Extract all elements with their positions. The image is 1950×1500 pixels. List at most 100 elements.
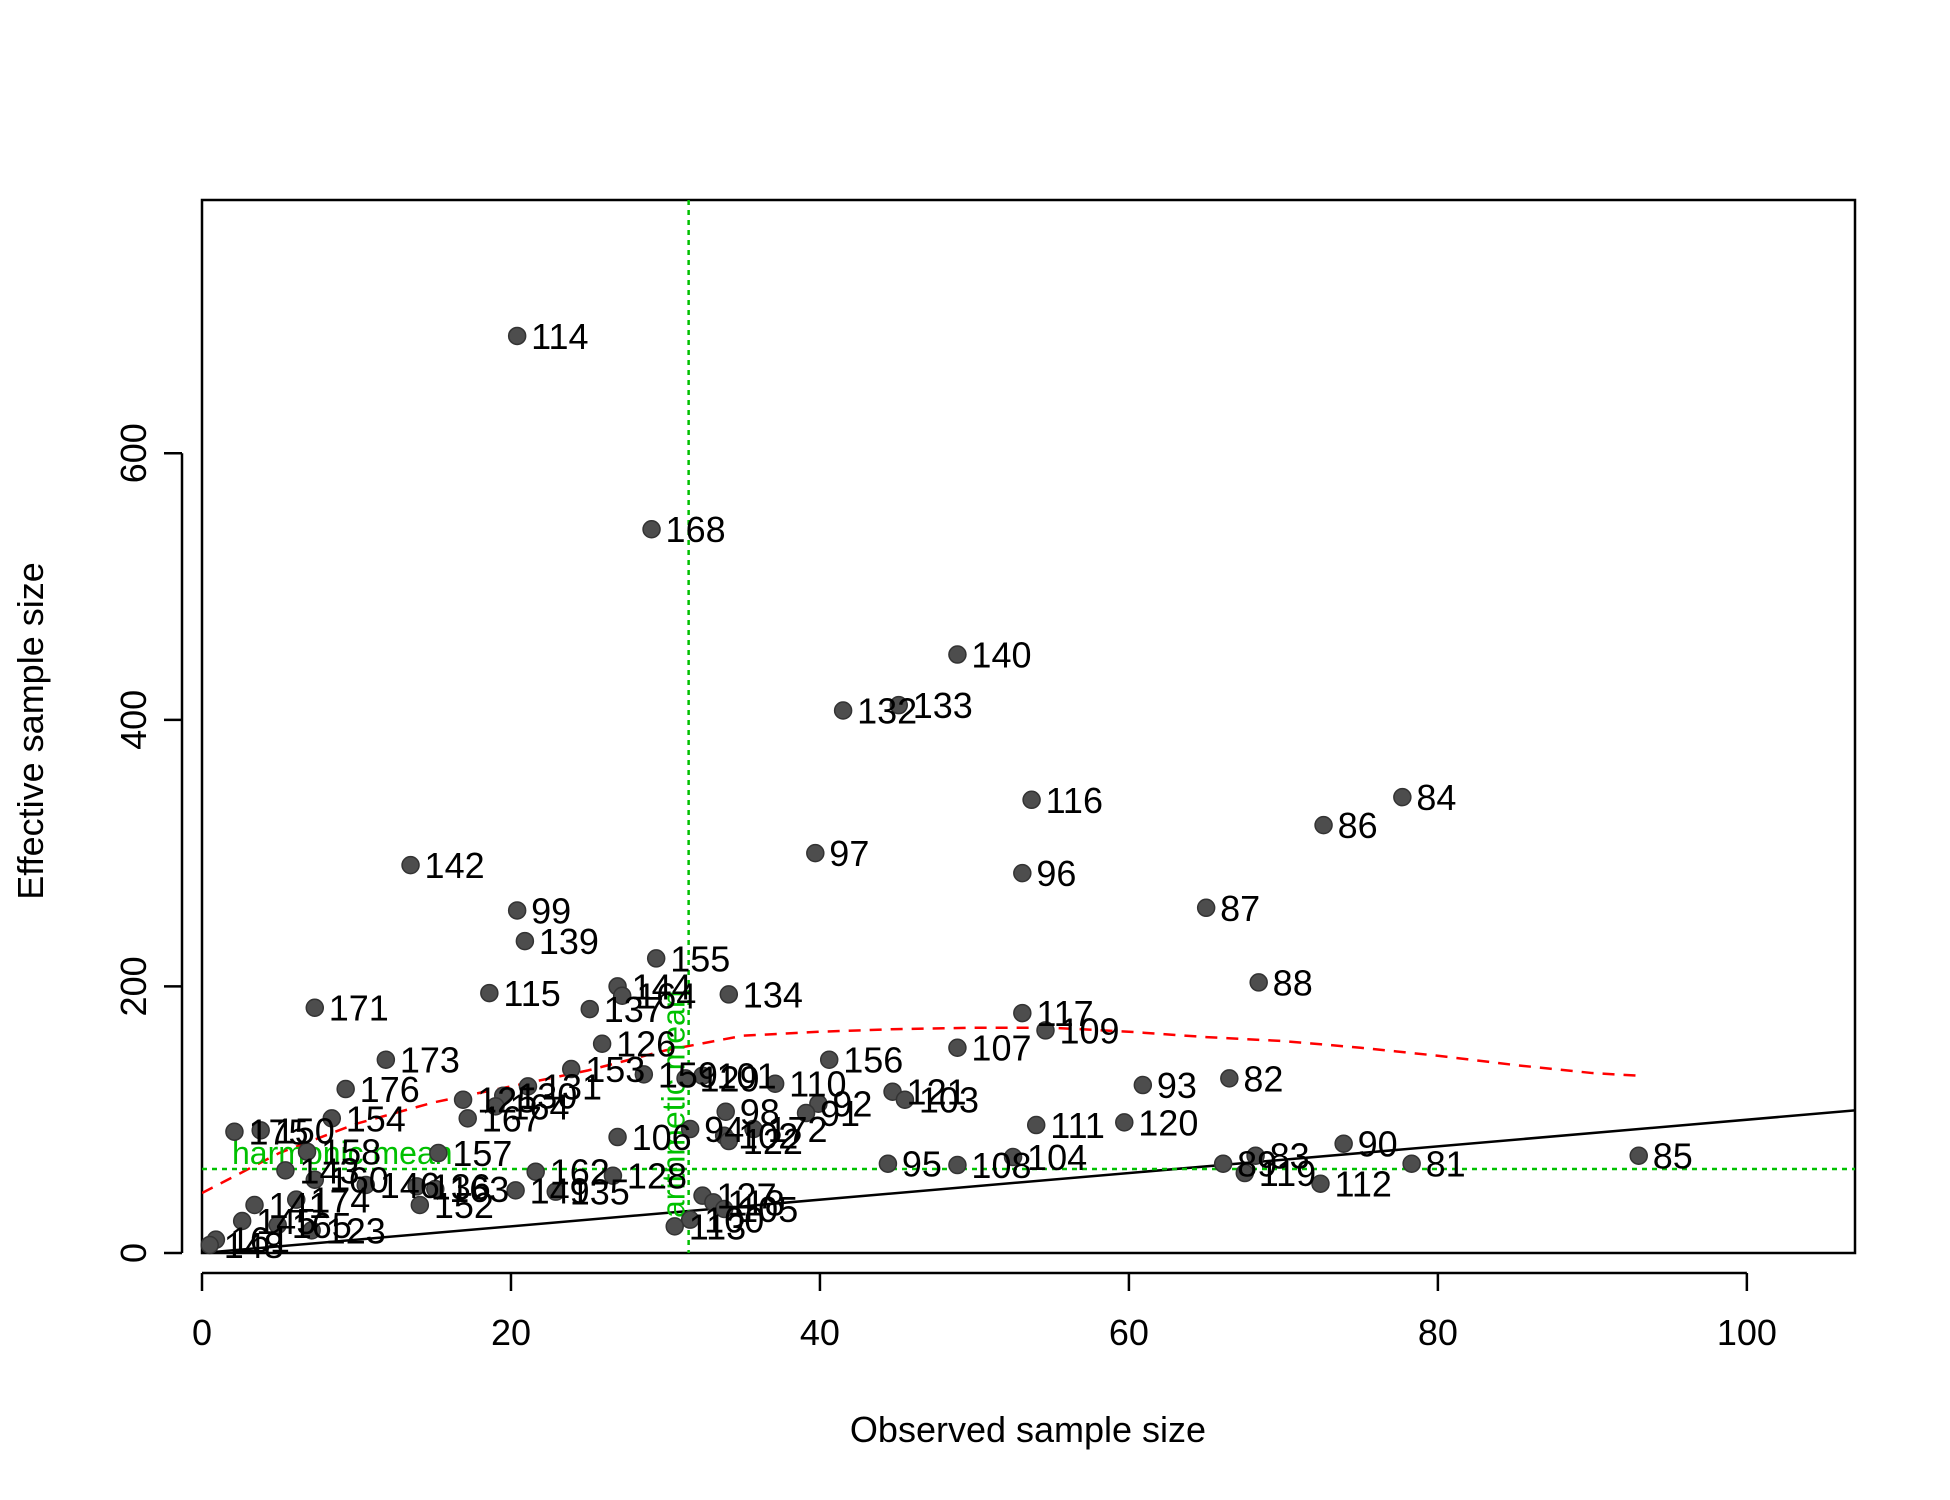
y-tick-label: 0 bbox=[113, 1243, 154, 1263]
data-point bbox=[719, 985, 739, 1004]
point-label: 127 bbox=[717, 1176, 777, 1217]
point-label: 111 bbox=[1050, 1105, 1105, 1146]
data-point bbox=[401, 855, 420, 875]
data-point bbox=[603, 1166, 623, 1185]
data-point bbox=[407, 1177, 426, 1196]
data-point bbox=[486, 1097, 505, 1116]
point-label: 101 bbox=[717, 1056, 777, 1097]
data-point bbox=[1235, 1163, 1255, 1183]
data-point bbox=[305, 998, 325, 1017]
point-label: 158 bbox=[321, 1132, 381, 1173]
data-point bbox=[429, 1143, 448, 1163]
point-label: 161 bbox=[230, 1220, 290, 1261]
point-label: 109 bbox=[1059, 1010, 1119, 1051]
data-point bbox=[889, 695, 908, 715]
data-point bbox=[526, 1162, 545, 1181]
data-point bbox=[806, 843, 825, 863]
axes: 0 20 40 60 80 100 0 200 400 600 bbox=[113, 198, 1857, 1353]
point-label: 135 bbox=[570, 1172, 630, 1213]
point-label: 89 bbox=[1237, 1144, 1277, 1185]
data-point bbox=[251, 1121, 270, 1140]
data-point bbox=[833, 701, 853, 720]
point-label: 162 bbox=[550, 1152, 610, 1193]
data-point bbox=[453, 1090, 473, 1109]
point-label: 140 bbox=[971, 635, 1031, 676]
data-point bbox=[580, 999, 600, 1019]
point-label: 81 bbox=[1426, 1144, 1466, 1185]
data-point bbox=[714, 1199, 734, 1219]
point-label: 95 bbox=[902, 1144, 942, 1185]
data-point bbox=[646, 949, 666, 968]
point-label: 141 bbox=[269, 1185, 329, 1226]
point-label: 116 bbox=[1046, 780, 1103, 821]
point-label: 125 bbox=[477, 1080, 537, 1121]
data-point bbox=[1246, 1146, 1265, 1165]
data-point bbox=[819, 1050, 839, 1069]
point-label: 172 bbox=[768, 1109, 828, 1150]
point-label: 108 bbox=[971, 1145, 1031, 1186]
x-tick-label: 80 bbox=[1418, 1312, 1458, 1353]
point-label: 119 bbox=[1259, 1153, 1316, 1194]
data-point bbox=[1003, 1147, 1023, 1167]
point-label: 98 bbox=[740, 1092, 780, 1133]
point-label: 175 bbox=[248, 1112, 308, 1153]
point-label: 118 bbox=[727, 1182, 784, 1223]
point-label: 107 bbox=[971, 1028, 1031, 1069]
data-point bbox=[200, 1235, 219, 1255]
point-label: 130 bbox=[517, 1076, 577, 1117]
data-point bbox=[426, 1179, 445, 1199]
data-point bbox=[719, 1131, 739, 1151]
point-label: 152 bbox=[434, 1185, 494, 1226]
data-point bbox=[305, 1170, 325, 1189]
point-label: 82 bbox=[1243, 1058, 1283, 1099]
data-points bbox=[200, 326, 1648, 1255]
point-label: 115 bbox=[503, 973, 560, 1014]
point-label: 112 bbox=[1334, 1164, 1391, 1205]
point-label: 85 bbox=[1653, 1136, 1693, 1177]
point-label: 120 bbox=[1138, 1102, 1198, 1143]
data-point bbox=[693, 1066, 712, 1085]
point-label: 176 bbox=[360, 1069, 420, 1110]
x-tick-label: 0 bbox=[192, 1312, 212, 1353]
data-point bbox=[1393, 787, 1412, 807]
point-label: 97 bbox=[829, 833, 869, 874]
data-point bbox=[1314, 815, 1333, 835]
point-label: 91 bbox=[820, 1093, 860, 1134]
data-point bbox=[245, 1195, 264, 1215]
data-point bbox=[1196, 898, 1216, 918]
point-label: 87 bbox=[1220, 888, 1260, 929]
data-point bbox=[1213, 1154, 1233, 1173]
data-point bbox=[336, 1079, 355, 1099]
point-label: 153 bbox=[585, 1049, 645, 1090]
point-label: 92 bbox=[832, 1084, 872, 1125]
point-label: 155 bbox=[670, 938, 730, 979]
point-label: 157 bbox=[452, 1133, 512, 1174]
data-point bbox=[765, 1074, 785, 1093]
data-point bbox=[665, 1217, 684, 1236]
data-point bbox=[592, 1034, 612, 1053]
point-label: 86 bbox=[1338, 805, 1378, 846]
data-point bbox=[1249, 973, 1268, 992]
harmonic-mean-label: harmonic mean bbox=[232, 1135, 453, 1171]
x-tick-label: 40 bbox=[800, 1312, 840, 1353]
point-label: 94 bbox=[704, 1109, 744, 1150]
point-label: 105 bbox=[738, 1189, 798, 1230]
data-point bbox=[225, 1122, 244, 1141]
x-tick-label: 20 bbox=[491, 1312, 531, 1353]
data-point bbox=[809, 1094, 828, 1113]
data-point bbox=[546, 1182, 566, 1201]
point-label: 168 bbox=[666, 509, 726, 550]
data-point bbox=[796, 1103, 816, 1123]
data-point bbox=[561, 1059, 581, 1079]
data-point bbox=[1629, 1146, 1648, 1165]
data-point bbox=[515, 931, 535, 951]
point-label: 139 bbox=[539, 921, 599, 962]
y-axis-title: Effective sample size bbox=[10, 562, 51, 899]
point-label: 174 bbox=[310, 1180, 370, 1221]
data-point bbox=[1334, 1134, 1353, 1153]
data-point bbox=[878, 1154, 898, 1173]
data-point bbox=[895, 1090, 915, 1109]
point-label: 128 bbox=[627, 1156, 687, 1197]
point-label: 146 bbox=[380, 1165, 440, 1206]
point-label: 84 bbox=[1416, 777, 1456, 818]
